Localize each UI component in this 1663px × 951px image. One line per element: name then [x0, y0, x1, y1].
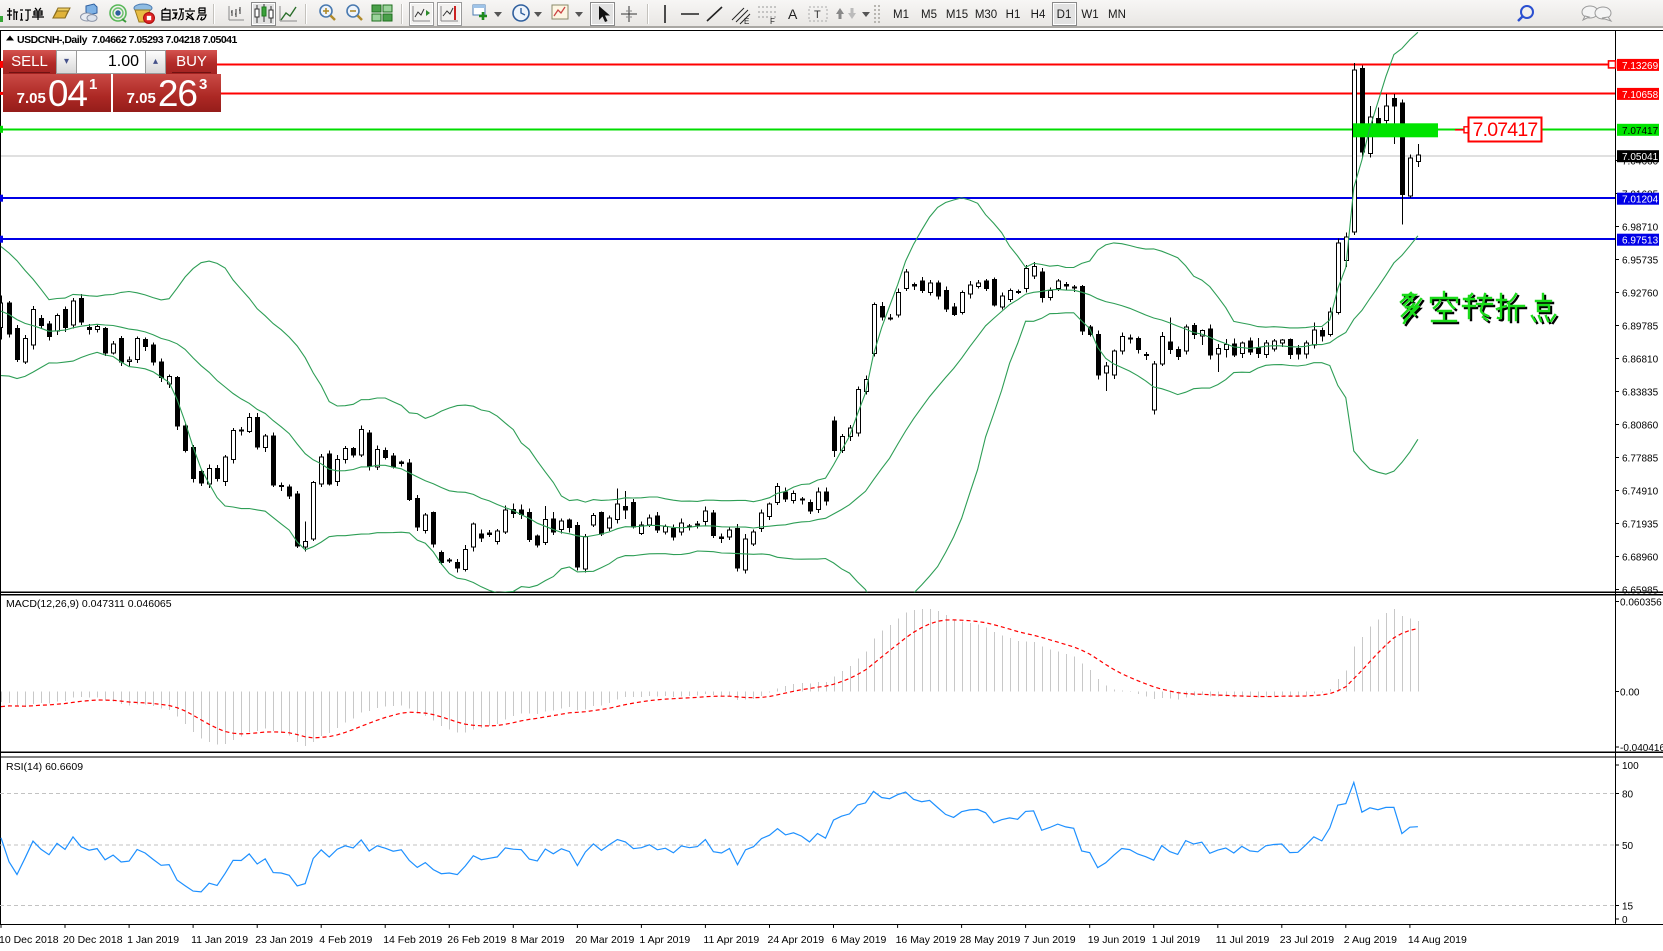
- svg-text:14 Aug 2019: 14 Aug 2019: [1408, 934, 1467, 946]
- svg-text:M15: M15: [946, 9, 968, 21]
- svg-text:H1: H1: [1006, 9, 1021, 21]
- svg-text:MACD(12,26,9) 0.047311 0.04606: MACD(12,26,9) 0.047311 0.046065: [6, 598, 172, 610]
- svg-text:6.95735: 6.95735: [1622, 255, 1659, 266]
- svg-text:50: 50: [1622, 841, 1634, 852]
- svg-text:0.060356: 0.060356: [1620, 598, 1662, 609]
- svg-text:W1: W1: [1081, 9, 1098, 21]
- svg-text:M30: M30: [975, 9, 997, 21]
- svg-text:7 Jun 2019: 7 Jun 2019: [1024, 934, 1076, 946]
- svg-text:7.13269: 7.13269: [1622, 61, 1659, 72]
- svg-text:USDCNH-,Daily 7.04662 7.05293: USDCNH-,Daily 7.04662 7.05293 7.04218 7.…: [17, 34, 237, 46]
- svg-text:RSI(14) 60.6609: RSI(14) 60.6609: [6, 761, 83, 773]
- svg-text:E: E: [744, 17, 749, 26]
- svg-text:14 Feb 2019: 14 Feb 2019: [383, 934, 442, 946]
- svg-text:6.65985: 6.65985: [1622, 585, 1659, 596]
- svg-text:7.01204: 7.01204: [1622, 195, 1659, 206]
- svg-text:11 Jul 2019: 11 Jul 2019: [1216, 934, 1270, 946]
- svg-text:M1: M1: [893, 9, 909, 21]
- svg-text:26 Feb 2019: 26 Feb 2019: [447, 934, 506, 946]
- svg-text:11 Apr 2019: 11 Apr 2019: [703, 934, 759, 946]
- svg-text:6.98710: 6.98710: [1622, 222, 1659, 233]
- svg-text:7.05041: 7.05041: [1622, 152, 1659, 163]
- svg-text:15: 15: [1622, 901, 1634, 912]
- svg-text:D1: D1: [1057, 9, 1072, 21]
- svg-text:6.92760: 6.92760: [1622, 288, 1659, 299]
- svg-text:T: T: [814, 9, 821, 21]
- svg-text:20 Mar 2019: 20 Mar 2019: [575, 934, 634, 946]
- svg-text:-0.040416: -0.040416: [1620, 743, 1663, 754]
- svg-text:6.68960: 6.68960: [1622, 552, 1659, 563]
- svg-text:20 Dec 2018: 20 Dec 2018: [63, 934, 123, 946]
- svg-text:H4: H4: [1031, 9, 1046, 21]
- svg-text:6.77885: 6.77885: [1622, 453, 1659, 464]
- svg-text:MN: MN: [1108, 9, 1126, 21]
- svg-text:19 Jun 2019: 19 Jun 2019: [1088, 934, 1146, 946]
- svg-text:6 May 2019: 6 May 2019: [832, 934, 887, 946]
- svg-text:6.97513: 6.97513: [1622, 236, 1659, 247]
- svg-text:1 Jan 2019: 1 Jan 2019: [127, 934, 179, 946]
- svg-text:6.89785: 6.89785: [1622, 321, 1659, 332]
- svg-text:4 Feb 2019: 4 Feb 2019: [319, 934, 372, 946]
- svg-text:1 Jul 2019: 1 Jul 2019: [1152, 934, 1201, 946]
- svg-text:6.71935: 6.71935: [1622, 519, 1659, 530]
- svg-text:24 Apr 2019: 24 Apr 2019: [768, 934, 825, 946]
- svg-text:6.86810: 6.86810: [1622, 354, 1659, 365]
- svg-text:16 May 2019: 16 May 2019: [896, 934, 957, 946]
- svg-text:0.00: 0.00: [1620, 687, 1640, 698]
- svg-text:6.74910: 6.74910: [1622, 486, 1659, 497]
- svg-text:1 Apr 2019: 1 Apr 2019: [639, 934, 690, 946]
- svg-text:A: A: [788, 6, 798, 22]
- svg-text:8 Mar 2019: 8 Mar 2019: [511, 934, 564, 946]
- svg-text:0: 0: [1622, 915, 1628, 926]
- svg-text:6.80860: 6.80860: [1622, 420, 1659, 431]
- svg-text:F: F: [770, 17, 775, 26]
- svg-text:11 Jan 2019: 11 Jan 2019: [191, 934, 248, 946]
- svg-text:7.07417: 7.07417: [1622, 126, 1659, 137]
- svg-text:6.83835: 6.83835: [1622, 387, 1659, 398]
- svg-text:23 Jan 2019: 23 Jan 2019: [255, 934, 313, 946]
- svg-text:28 May 2019: 28 May 2019: [960, 934, 1021, 946]
- svg-text:M5: M5: [921, 9, 937, 21]
- svg-text:23 Jul 2019: 23 Jul 2019: [1280, 934, 1334, 946]
- svg-text:7.07417: 7.07417: [1473, 119, 1538, 141]
- svg-text:10 Dec 2018: 10 Dec 2018: [0, 934, 59, 946]
- svg-text:80: 80: [1622, 789, 1634, 800]
- svg-text:2 Aug 2019: 2 Aug 2019: [1344, 934, 1397, 946]
- svg-text:7.10658: 7.10658: [1622, 90, 1659, 101]
- svg-text:100: 100: [1622, 761, 1639, 772]
